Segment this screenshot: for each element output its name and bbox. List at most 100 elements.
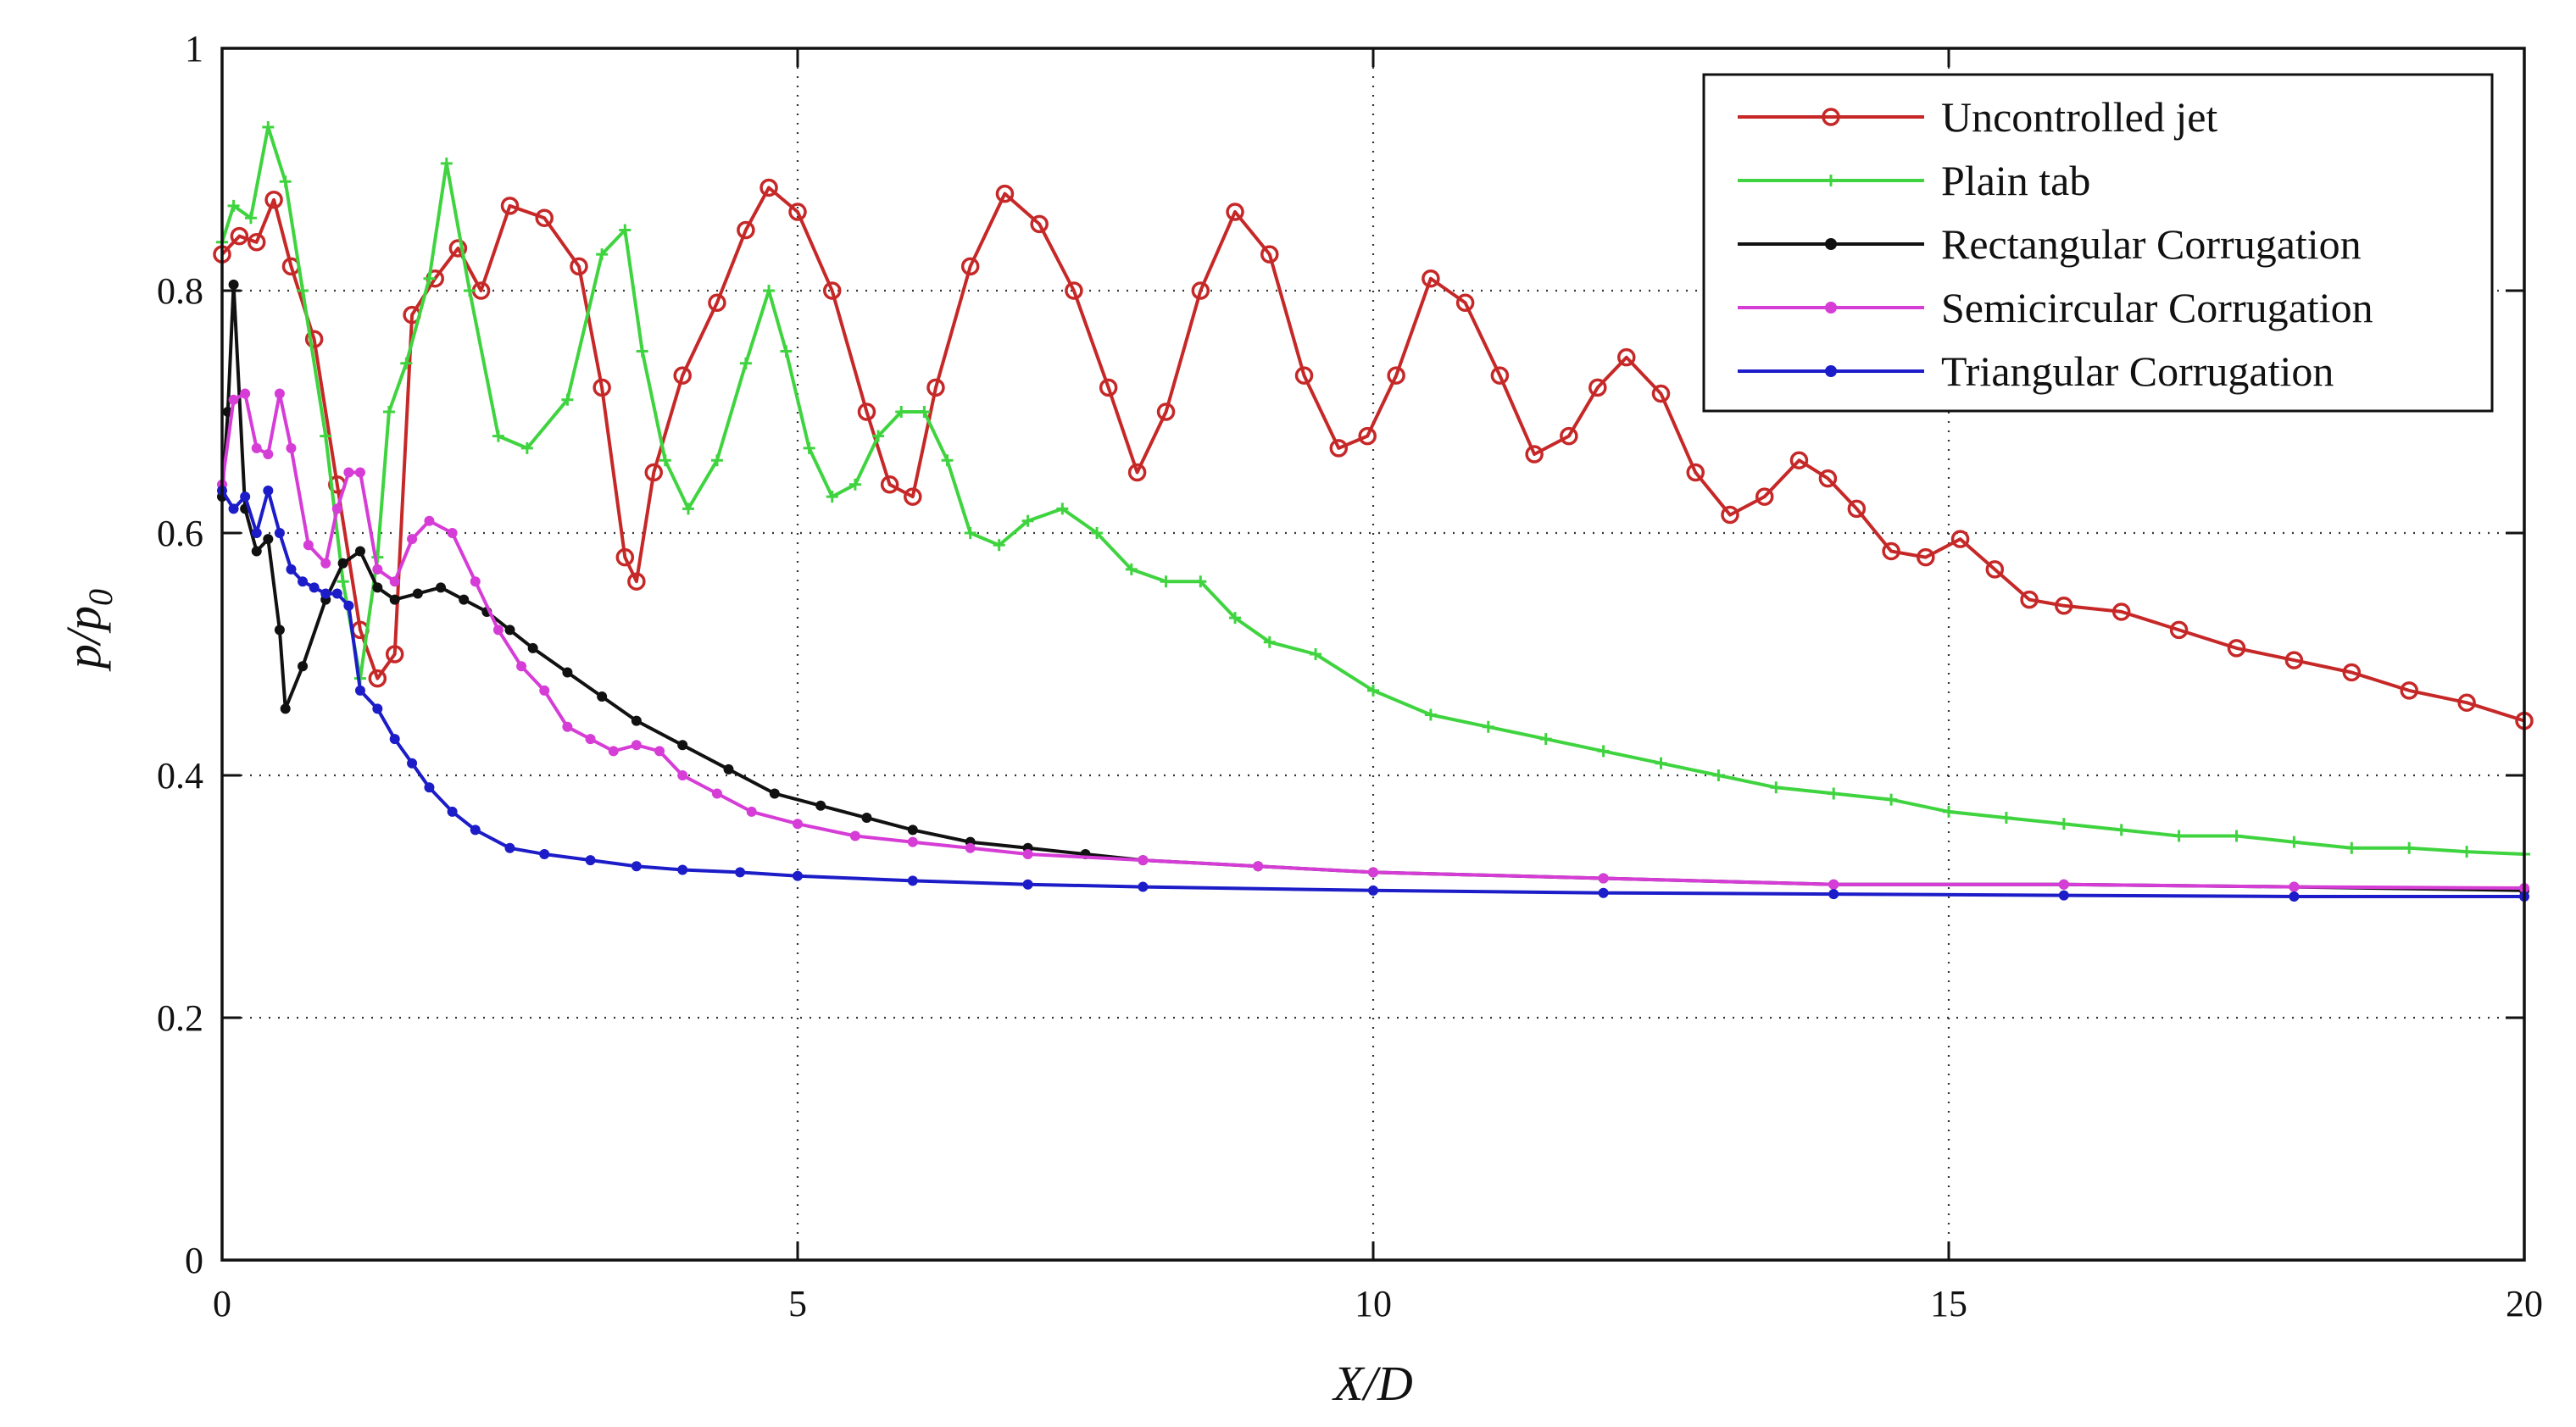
series-2-point-22 [631, 715, 642, 726]
series-3-point-13 [389, 576, 400, 587]
series-1-point-50 [1655, 757, 1667, 769]
series-3-point-24 [631, 740, 642, 751]
series-1-point-4 [279, 175, 292, 188]
series-1-point-1 [227, 199, 240, 212]
series-0-point-30 [926, 378, 945, 397]
legend-label-2: Rectangular Corrugation [1941, 220, 2362, 268]
series-layer [213, 120, 2534, 902]
series-0-point-18 [615, 547, 635, 567]
series-2-point-8 [298, 661, 309, 672]
series-0-point-59 [1882, 541, 1900, 561]
series-2-point-25 [769, 788, 780, 799]
series-2-point-5 [263, 534, 274, 545]
series-0-point-62 [1985, 560, 2005, 579]
series-3-point-40 [2289, 881, 2300, 892]
y-tick-label-4: 0.8 [157, 270, 203, 312]
series-0-point-52 [1651, 384, 1671, 403]
series-4-point-6 [286, 564, 297, 575]
series-1-point-25 [763, 285, 776, 297]
y-tick-label-3: 0.6 [157, 513, 203, 554]
series-3-point-36 [1368, 867, 1378, 878]
series-2-point-20 [562, 667, 573, 678]
series-1-point-37 [1056, 503, 1069, 515]
series-1-point-62 [2345, 841, 2358, 854]
series-2-point-12 [372, 582, 383, 593]
series-0-point-2 [247, 233, 266, 252]
series-0-point-23 [737, 220, 755, 240]
series-0-point-71 [2457, 693, 2476, 712]
series-3 [217, 388, 2529, 893]
series-4-point-11 [343, 600, 354, 611]
series-0-point-12 [448, 239, 468, 258]
series-2-point-6 [274, 625, 285, 636]
x-tick-label-0: 0 [213, 1283, 231, 1324]
series-4-point-15 [407, 758, 418, 769]
series-0-point-45 [1422, 269, 1440, 288]
legend-item-3: Semicircular Corrugation [1738, 284, 2373, 331]
series-0-point-20 [644, 463, 663, 482]
series-4-point-32 [2058, 890, 2069, 901]
series-1-point-63 [2403, 841, 2416, 854]
series-1-point-34 [964, 527, 976, 539]
series-3-point-28 [746, 806, 757, 817]
series-0-point-61 [1950, 530, 1970, 548]
series-4-point-5 [274, 528, 285, 538]
y-tick-label-2: 0.4 [157, 755, 203, 797]
series-2-point-26 [815, 800, 826, 811]
axes [220, 47, 2526, 1262]
series-1-point-53 [1828, 787, 1840, 800]
series-3-point-31 [907, 836, 918, 847]
x-axis-title: X/D [1332, 1356, 1413, 1411]
series-2-point-4 [251, 546, 262, 557]
series-0-point-16 [570, 257, 588, 276]
series-0-point-65 [2111, 602, 2131, 621]
series-4-point-28 [1138, 881, 1149, 892]
series-0-point-35 [1099, 378, 1118, 397]
series-1-point-31 [895, 406, 908, 418]
series-4-point-9 [320, 588, 331, 599]
series-3-point-1 [228, 394, 239, 405]
series-4-point-21 [585, 855, 596, 866]
series-0-point-9 [385, 645, 404, 664]
series-3-point-3 [251, 442, 262, 453]
series-1-point-35 [993, 539, 1005, 552]
series-0-point-21 [673, 366, 692, 385]
series-3-point-4 [263, 449, 274, 460]
series-1-point-10 [382, 406, 395, 418]
series-4-point-18 [470, 825, 481, 836]
legend-label-3: Semicircular Corrugation [1941, 284, 2373, 331]
series-0-point-27 [857, 403, 876, 421]
series-4-point-2 [240, 491, 251, 503]
series-3-point-10 [343, 467, 354, 478]
series-1-point-11 [400, 357, 413, 369]
y-tick-label-0: 0 [185, 1240, 203, 1281]
series-1-point-14 [463, 285, 476, 297]
series-3-point-11 [354, 467, 365, 478]
legend-swatch-marker-1 [1825, 175, 1837, 186]
series-1-point-61 [2288, 836, 2301, 848]
series-0-point-43 [1358, 426, 1377, 446]
series-1-point-38 [1091, 527, 1104, 539]
series-0-point-48 [1525, 445, 1544, 464]
series-1-point-59 [2173, 830, 2185, 842]
series-3-point-16 [447, 528, 458, 538]
series-4 [217, 485, 2529, 902]
series-3-point-23 [608, 746, 619, 757]
series-2-point-15 [436, 582, 447, 593]
series-4-point-27 [1022, 879, 1033, 890]
series-3-point-12 [372, 564, 383, 575]
series-0-point-63 [2020, 590, 2039, 609]
x-tick-label-4: 20 [2506, 1283, 2543, 1324]
series-0-point-47 [1490, 366, 1510, 385]
legend-swatch-marker-2 [1825, 238, 1837, 250]
series-0-point-58 [1847, 499, 1867, 519]
x-tick-label-1: 5 [788, 1283, 807, 1324]
series-0-point-17 [593, 378, 611, 397]
series-2-point-11 [354, 546, 365, 557]
series-1-point-19 [619, 224, 631, 236]
series-0-point-37 [1156, 403, 1176, 421]
series-1-point-52 [1770, 781, 1783, 794]
y-tick-label-5: 1 [185, 28, 203, 69]
series-1-point-48 [1539, 733, 1552, 746]
series-1-point-23 [710, 454, 723, 467]
